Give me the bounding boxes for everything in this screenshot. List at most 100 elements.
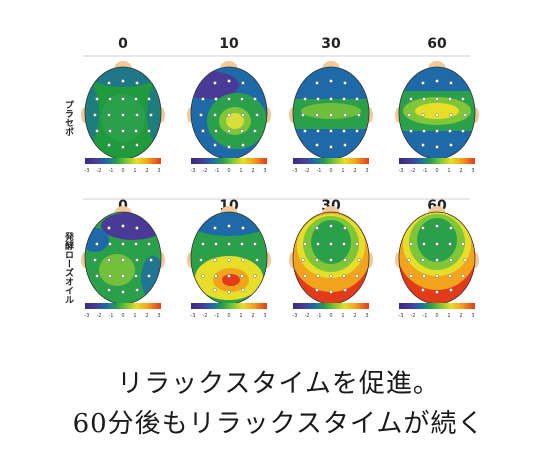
electrode-dot bbox=[409, 274, 413, 278]
electrode-dot bbox=[107, 143, 111, 147]
colorbar-tick-label: -1 bbox=[109, 168, 114, 174]
colorbar-tick-label: -1 bbox=[317, 313, 322, 319]
colorbar-tick-label: 0 bbox=[435, 168, 438, 174]
electrode-dot bbox=[409, 97, 413, 101]
electrode-dot bbox=[329, 224, 333, 228]
electrode-dot bbox=[343, 113, 347, 117]
colorbar-tick-label: 1 bbox=[341, 168, 344, 174]
colorbar-tick-label: 1 bbox=[239, 313, 242, 319]
colorbar-tick-label: 3 bbox=[157, 168, 160, 174]
electrode-dot bbox=[316, 274, 320, 278]
electrode-dot bbox=[227, 290, 231, 294]
colorbar-tick-label: 1 bbox=[447, 313, 450, 319]
electrode-dot bbox=[107, 113, 111, 117]
electrode-dot bbox=[147, 97, 151, 101]
electrode-dot bbox=[253, 129, 257, 133]
colorbar-tick-label: 3 bbox=[365, 168, 368, 174]
colorbar-gradient bbox=[191, 158, 267, 164]
electrode-dot bbox=[227, 79, 231, 83]
electrode-dot bbox=[201, 97, 205, 101]
electrode-dot bbox=[409, 129, 413, 133]
colorbar-tick-label: -2 bbox=[203, 313, 208, 319]
colorbar-tick-label: -3 bbox=[399, 313, 404, 319]
colorbar-tick-label: 2 bbox=[145, 168, 148, 174]
colorbar-gradient bbox=[85, 303, 161, 309]
electrode-dot bbox=[227, 145, 231, 149]
colorbar-tick-label: 0 bbox=[121, 313, 124, 319]
colorbar: -3 -2 -1 0 1 2 3 bbox=[293, 303, 369, 319]
electrode-dot bbox=[240, 97, 244, 101]
electrode-dot bbox=[329, 242, 333, 246]
colorbar-tick-label: 3 bbox=[263, 313, 266, 319]
electrode-dot bbox=[355, 242, 359, 246]
electrode-dot bbox=[241, 258, 245, 262]
colorbar-tick-label: 2 bbox=[353, 313, 356, 319]
electrode-dot bbox=[357, 258, 361, 262]
col-header-30: 30 bbox=[321, 36, 341, 52]
colorbar-tick-label: -2 bbox=[411, 313, 416, 319]
colorbar-tick-label: 2 bbox=[251, 168, 254, 174]
colorbar-tick-label: -3 bbox=[191, 168, 196, 174]
colorbar-tick-label: 0 bbox=[227, 168, 230, 174]
electrode-dot bbox=[303, 97, 307, 101]
electrode-dot bbox=[435, 145, 439, 149]
electrode-dot bbox=[108, 242, 112, 246]
electrode-dot bbox=[93, 258, 97, 262]
electrode-dot bbox=[409, 242, 413, 246]
electrode-dot bbox=[107, 258, 111, 262]
caption-line-2: 60分後もリラックスタイムが続く bbox=[72, 409, 485, 439]
colorbar-gradient bbox=[191, 303, 267, 309]
electrode-dot bbox=[108, 274, 112, 278]
colorbar-tick-label: 2 bbox=[353, 168, 356, 174]
electrode-dot bbox=[303, 129, 307, 133]
electrode-dot bbox=[342, 274, 346, 278]
electrode-dot bbox=[316, 97, 320, 101]
electrode-dot bbox=[227, 224, 231, 228]
electrode-dot bbox=[329, 129, 333, 133]
electrode-dot bbox=[214, 274, 218, 278]
electrode-dot bbox=[253, 242, 257, 246]
electrode-dot bbox=[201, 274, 205, 278]
electrode-dot bbox=[435, 113, 439, 117]
electrode-dot bbox=[303, 242, 307, 246]
electrode-dot bbox=[449, 258, 453, 262]
colorbar-tick-label: 2 bbox=[251, 313, 254, 319]
electrode-dot bbox=[241, 226, 245, 230]
electrode-dot bbox=[93, 113, 97, 117]
colorbar-tick-label: 0 bbox=[435, 313, 438, 319]
colorbar-tick-label: 3 bbox=[157, 313, 160, 319]
electrode-dot bbox=[343, 226, 347, 230]
colorbar-tick-label: 3 bbox=[471, 313, 474, 319]
colorbar-tick-label: -1 bbox=[215, 313, 220, 319]
electrode-dot bbox=[421, 288, 425, 292]
col-header-0-row2: 0 bbox=[118, 198, 128, 214]
electrode-dot bbox=[449, 113, 453, 117]
colorbar-tick-label: 1 bbox=[133, 168, 136, 174]
electrode-dot bbox=[213, 258, 217, 262]
electrode-dot bbox=[316, 242, 320, 246]
electrode-dot bbox=[422, 274, 426, 278]
electrode-dot bbox=[134, 242, 138, 246]
electrode-dot bbox=[147, 274, 151, 278]
colorbar-tick-label: -2 bbox=[97, 313, 102, 319]
electrode-dot bbox=[329, 290, 333, 294]
electrode-dot bbox=[227, 113, 231, 117]
colorbar-tick-label: -2 bbox=[411, 168, 416, 174]
electrode-dot bbox=[213, 113, 217, 117]
colorbar-tick-label: 0 bbox=[329, 313, 332, 319]
electrode-dot bbox=[357, 113, 361, 117]
electrode-dot bbox=[316, 129, 320, 133]
electrode-dot bbox=[435, 224, 439, 228]
electrode-dot bbox=[121, 290, 125, 294]
colorbar-gradient bbox=[399, 158, 475, 164]
colorbar-tick-label: 3 bbox=[365, 313, 368, 319]
electrode-dot bbox=[240, 274, 244, 278]
electrode-dot bbox=[315, 143, 319, 147]
colorbar-tick-label: -3 bbox=[399, 168, 404, 174]
colorbar-tick-label: 2 bbox=[459, 313, 462, 319]
col-header-10: 10 bbox=[219, 36, 239, 52]
colorbar-tick-label: -2 bbox=[305, 313, 310, 319]
electrode-dot bbox=[253, 274, 257, 278]
electrode-dot bbox=[121, 224, 125, 228]
electrode-dot bbox=[355, 129, 359, 133]
